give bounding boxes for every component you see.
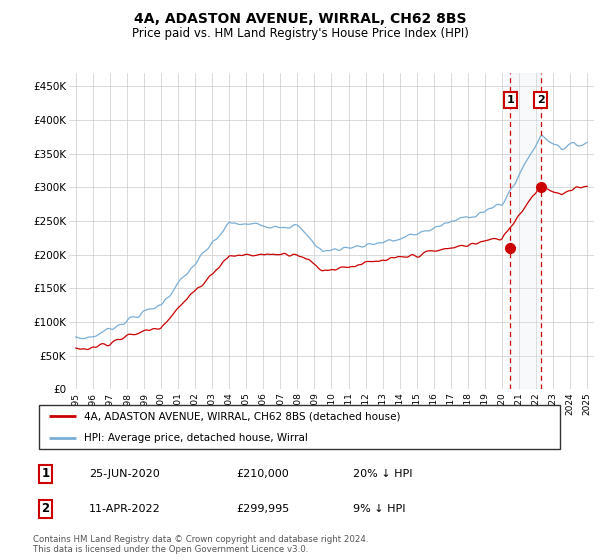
Text: 9% ↓ HPI: 9% ↓ HPI [353, 504, 406, 514]
Text: HPI: Average price, detached house, Wirral: HPI: Average price, detached house, Wirr… [83, 433, 307, 443]
Text: 1: 1 [506, 95, 514, 105]
Text: 11-APR-2022: 11-APR-2022 [89, 504, 161, 514]
Text: 2: 2 [41, 502, 50, 515]
Text: 1: 1 [41, 468, 50, 480]
Text: 4A, ADASTON AVENUE, WIRRAL, CH62 8BS: 4A, ADASTON AVENUE, WIRRAL, CH62 8BS [134, 12, 466, 26]
Text: 4A, ADASTON AVENUE, WIRRAL, CH62 8BS (detached house): 4A, ADASTON AVENUE, WIRRAL, CH62 8BS (de… [83, 411, 400, 421]
Text: Price paid vs. HM Land Registry's House Price Index (HPI): Price paid vs. HM Land Registry's House … [131, 27, 469, 40]
Text: 25-JUN-2020: 25-JUN-2020 [89, 469, 160, 479]
FancyBboxPatch shape [38, 405, 560, 449]
Text: 20% ↓ HPI: 20% ↓ HPI [353, 469, 412, 479]
Text: Contains HM Land Registry data © Crown copyright and database right 2024.
This d: Contains HM Land Registry data © Crown c… [33, 535, 368, 554]
Text: £210,000: £210,000 [236, 469, 289, 479]
Text: £299,995: £299,995 [236, 504, 290, 514]
Bar [511, 73, 541, 389]
Text: 2: 2 [537, 95, 545, 105]
